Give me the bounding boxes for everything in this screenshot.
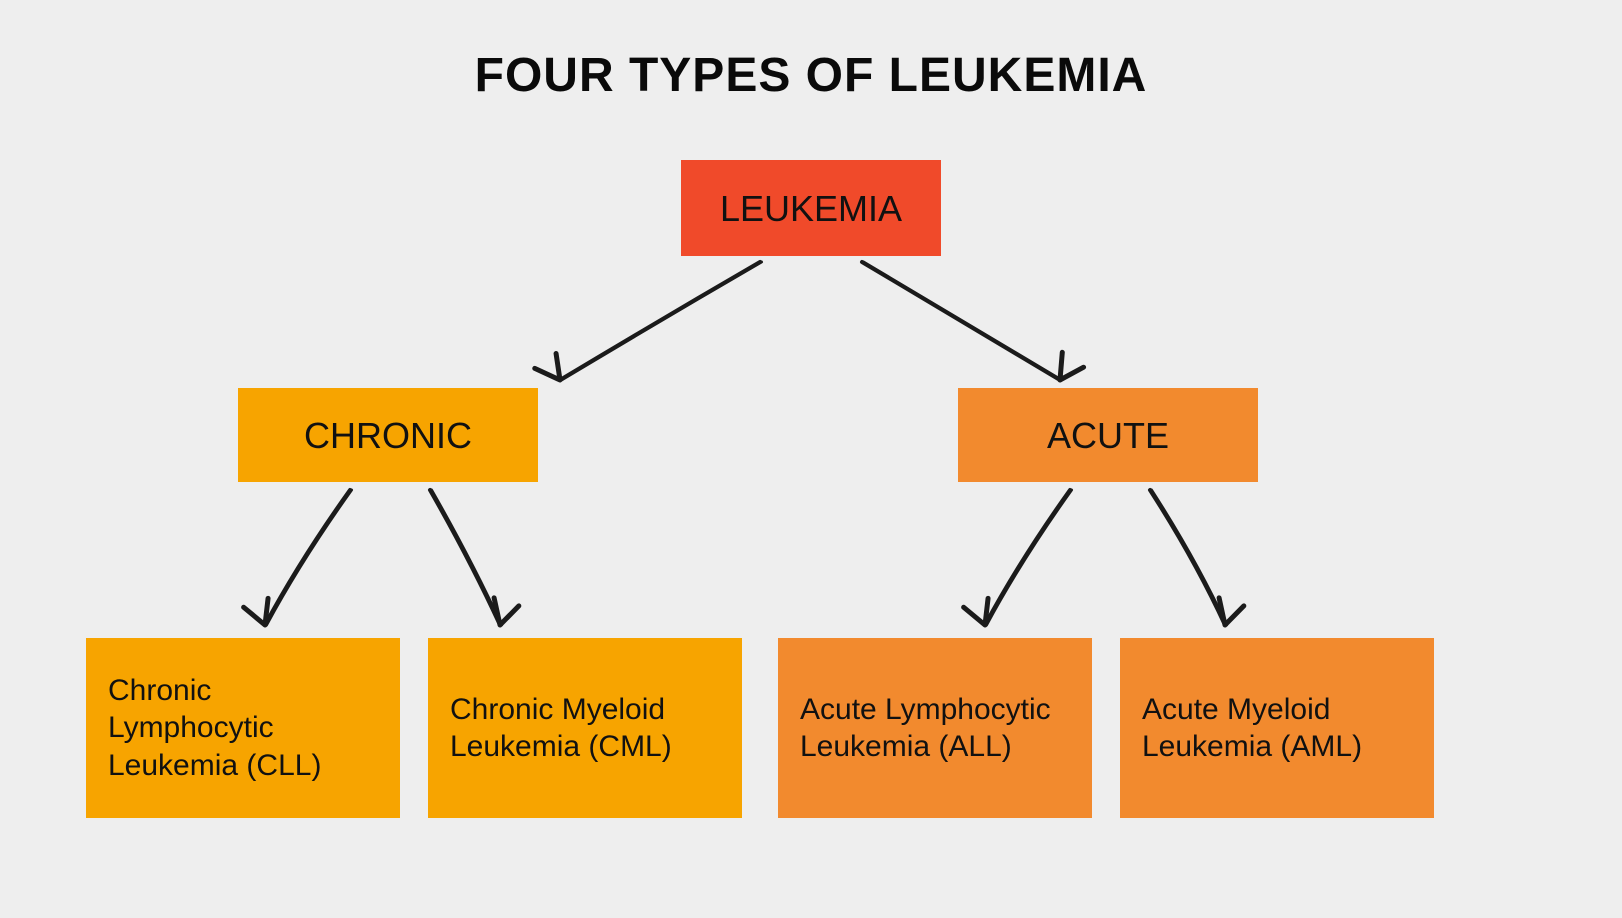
node-all-label: Acute Lymphocytic Leukemia (ALL) xyxy=(800,691,1070,766)
node-cml: Chronic Myeloid Leukemia (CML) xyxy=(428,638,742,818)
diagram-title: FOUR TYPES OF LEUKEMIA xyxy=(0,48,1622,103)
node-cll-label: Chronic Lymphocytic Leukemia (CLL) xyxy=(108,672,378,785)
node-aml: Acute Myeloid Leukemia (AML) xyxy=(1120,638,1434,818)
node-aml-label: Acute Myeloid Leukemia (AML) xyxy=(1142,691,1412,766)
node-all: Acute Lymphocytic Leukemia (ALL) xyxy=(778,638,1092,818)
node-chronic-label: CHRONIC xyxy=(304,413,472,458)
node-acute: ACUTE xyxy=(958,388,1258,482)
node-cml-label: Chronic Myeloid Leukemia (CML) xyxy=(450,691,720,766)
node-chronic: CHRONIC xyxy=(238,388,538,482)
node-root: LEUKEMIA xyxy=(681,160,941,256)
node-cll: Chronic Lymphocytic Leukemia (CLL) xyxy=(86,638,400,818)
node-acute-label: ACUTE xyxy=(1047,413,1169,458)
node-root-label: LEUKEMIA xyxy=(720,186,902,231)
